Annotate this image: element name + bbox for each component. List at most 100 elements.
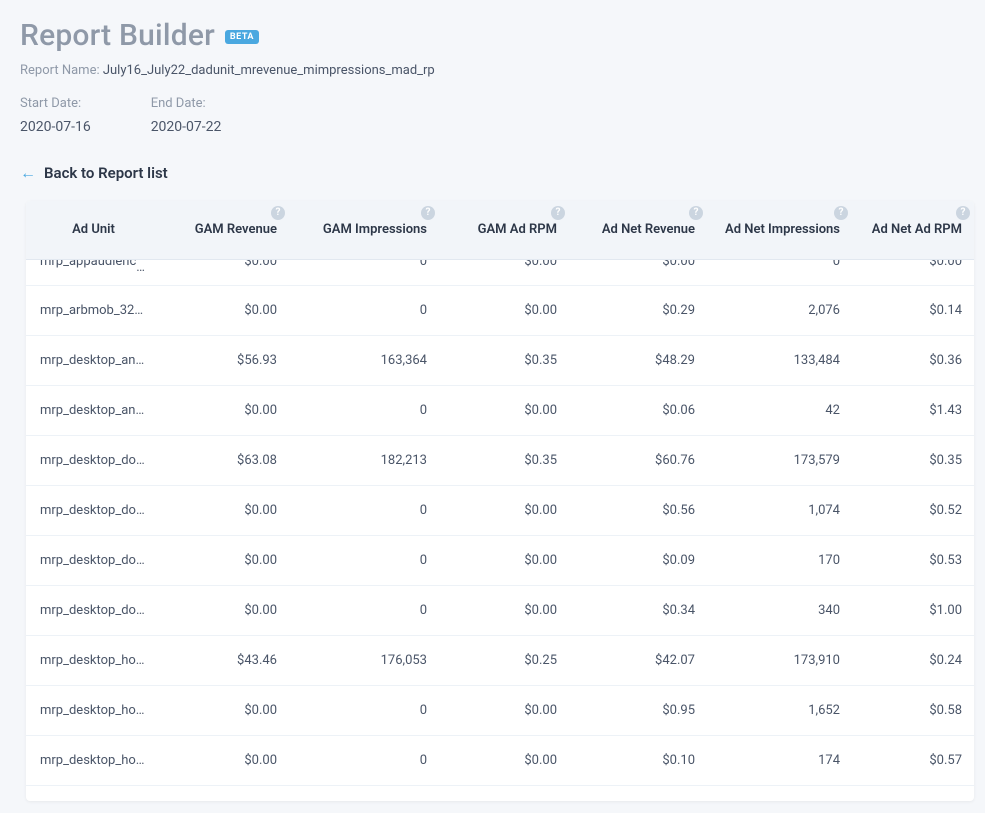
column-header-ad_net_revenue[interactable]: Ad Net Revenue? (571, 201, 709, 259)
table-row: mrp_desktop_hom...$0.000$0.00$0.951,652$… (26, 685, 974, 735)
cell-value: $1.43 (929, 403, 962, 418)
column-header-label: Ad Unit (72, 222, 115, 237)
cell-value: mrp_desktop_down... (40, 503, 161, 518)
help-icon[interactable]: ? (271, 206, 285, 220)
cell-value: 170 (818, 553, 840, 568)
start-date-label: Start Date: (20, 96, 91, 111)
end-date-value: 2020-07-22 (151, 119, 222, 135)
table-row: mrp_arbmob_320x50$0.000$0.00$0.292,076$0… (26, 285, 974, 335)
cell-value: $0.24 (929, 653, 962, 668)
help-icon[interactable]: ? (956, 206, 970, 220)
cell-value: 2,076 (808, 303, 840, 318)
end-date-label: End Date: (151, 96, 222, 111)
cell-gam_revenue: $0.00 (161, 485, 291, 535)
cell-ad_unit: mrp_desktop_anchor (26, 335, 161, 385)
cell-value: $0.00 (244, 503, 277, 518)
back-to-report-list-link[interactable]: ← Back to Report list (20, 163, 168, 183)
cell-gam_impressions: 163,364 (291, 335, 441, 385)
cell-gam_ad_rpm: $0.00 (441, 535, 571, 585)
cell-gam_ad_rpm: $0.25 (441, 635, 571, 685)
cell-value: 0 (420, 259, 427, 269)
table-row: mrp_desktop_anch...$0.000$0.00$0.0642$1.… (26, 385, 974, 435)
cell-ad_unit: mrp_desktop_hom... (26, 685, 161, 735)
column-header-ad_net_impressions[interactable]: Ad Net Impressions? (709, 201, 854, 259)
cell-value: $0.14 (929, 303, 962, 318)
cell-value: 42 (825, 403, 840, 418)
cell-ad_net_revenue: $0.95 (571, 685, 709, 735)
cell-gam_ad_rpm: $0.00 (441, 485, 571, 535)
help-icon[interactable]: ? (421, 206, 435, 220)
cell-ad_net_impressions: 170 (709, 535, 854, 585)
column-header-label: GAM Revenue (195, 222, 277, 237)
report-table: Ad UnitGAM Revenue?GAM Impressions?GAM A… (26, 201, 974, 786)
cell-gam_revenue: $0.00 (161, 385, 291, 435)
cell-value: 133,484 (794, 353, 840, 368)
cell-value: $0.56 (662, 503, 695, 518)
cell-value: $0.95 (662, 703, 695, 718)
help-icon[interactable]: ? (834, 206, 848, 220)
report-table-card: Ad UnitGAM Revenue?GAM Impressions?GAM A… (26, 201, 974, 801)
cell-gam_revenue: $0.00 (161, 535, 291, 585)
cell-value: 1,074 (808, 503, 840, 518)
cell-value: $0.00 (244, 553, 277, 568)
cell-ad_unit: mrp_appaudience_... (26, 259, 161, 285)
column-header-label: Ad Net Impressions (725, 222, 840, 237)
cell-value: $0.25 (524, 653, 557, 668)
cell-value: $0.00 (244, 603, 277, 618)
page-title: Report Builder (20, 18, 215, 53)
cell-gam_revenue: $0.00 (161, 685, 291, 735)
cell-value: $0.00 (524, 603, 557, 618)
cell-ad_unit: mrp_desktop_hom... (26, 735, 161, 785)
cell-ad_net_ad_rpm: $1.43 (854, 385, 974, 435)
cell-gam_ad_rpm: $0.00 (441, 685, 571, 735)
cell-value: $0.35 (524, 353, 557, 368)
cell-ad_net_impressions: 133,484 (709, 335, 854, 385)
cell-gam_ad_rpm: $0.00 (441, 385, 571, 435)
cell-value: $0.00 (929, 259, 962, 269)
cell-value: $0.00 (244, 753, 277, 768)
cell-gam_revenue: $56.93 (161, 335, 291, 385)
cell-ad_net_ad_rpm: $0.52 (854, 485, 974, 535)
cell-value: $0.00 (524, 303, 557, 318)
cell-ad_net_ad_rpm: $0.35 (854, 435, 974, 485)
column-header-gam_ad_rpm[interactable]: GAM Ad RPM? (441, 201, 571, 259)
cell-gam_ad_rpm: $0.00 (441, 285, 571, 335)
cell-ad_net_revenue: $48.29 (571, 335, 709, 385)
cell-gam_impressions: 0 (291, 685, 441, 735)
cell-value: 0 (420, 403, 427, 418)
help-icon[interactable]: ? (689, 206, 703, 220)
column-header-gam_impressions[interactable]: GAM Impressions? (291, 201, 441, 259)
table-row: mrp_desktop_anchor$56.93163,364 $0.35 $48.… (26, 335, 974, 385)
cell-ad_unit: mrp_desktop_down... (26, 435, 161, 485)
cell-ad_net_ad_rpm: $0.57 (854, 735, 974, 785)
help-icon[interactable]: ? (551, 206, 565, 220)
beta-badge: BETA (225, 30, 259, 44)
cell-value: $0.57 (929, 753, 962, 768)
cell-value: 0 (833, 259, 840, 269)
table-row: mrp_desktop_down...$0.000$0.00$0.561,074… (26, 485, 974, 535)
column-header-ad_unit[interactable]: Ad Unit (26, 201, 161, 259)
column-header-gam_revenue[interactable]: GAM Revenue? (161, 201, 291, 259)
cell-value: 182,213 (381, 453, 427, 468)
column-header-label: Ad Net Ad RPM (872, 222, 962, 237)
cell-value: $1.00 (929, 603, 962, 618)
cell-gam_impressions: 0 (291, 285, 441, 335)
cell-ad_unit: mrp_desktop_down... (26, 585, 161, 635)
cell-value: 1,652 (808, 703, 840, 718)
cell-value: $0.00 (524, 403, 557, 418)
cell-value: $42.07 (655, 653, 695, 668)
cell-ad_net_impressions: 173,910 (709, 635, 854, 685)
cell-gam_ad_rpm: $0.00 (441, 259, 571, 285)
column-header-ad_net_ad_rpm[interactable]: Ad Net Ad RPM? (854, 201, 974, 259)
cell-value: $0.29 (662, 303, 695, 318)
cell-value: 173,579 (794, 453, 840, 468)
cell-value: mrp_desktop_down... (40, 603, 161, 618)
cell-value: $0.00 (524, 753, 557, 768)
cell-gam_revenue: $63.08 (161, 435, 291, 485)
cell-value: $0.00 (524, 553, 557, 568)
cell-ad_net_ad_rpm: $0.58 (854, 685, 974, 735)
cell-gam_revenue: $0.00 (161, 735, 291, 785)
cell-ad_net_ad_rpm: $0.24 (854, 635, 974, 685)
cell-gam_impressions: 0 (291, 585, 441, 635)
cell-gam_impressions: 0 (291, 259, 441, 285)
